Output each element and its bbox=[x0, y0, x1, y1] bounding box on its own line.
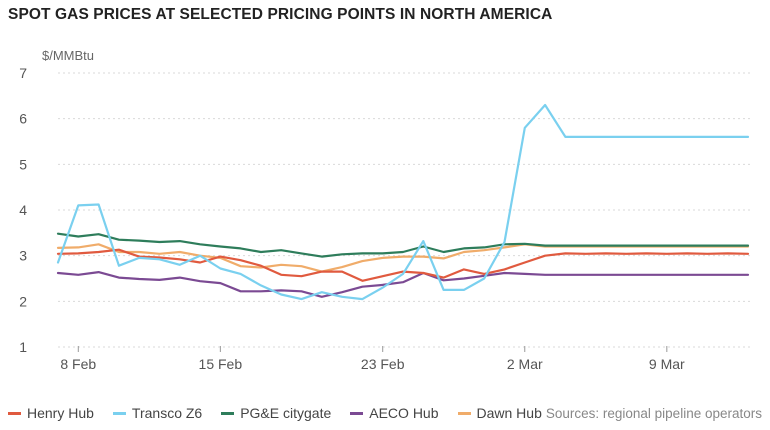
x-tick-label: 2 Mar bbox=[507, 356, 543, 372]
legend-swatch bbox=[350, 411, 364, 415]
legend-item-pg-e-citygate: PG&E citygate bbox=[221, 405, 331, 421]
line-chart: 1 2 3 4 5 6 7 8 Feb 15 Feb 23 Feb 2 Mar 9 Mar bbox=[19, 65, 750, 372]
legend-label: AECO Hub bbox=[369, 405, 439, 421]
legend-item-transco-z6: Transco Z6 bbox=[112, 405, 203, 421]
chart-title: SPOT GAS PRICES AT SELECTED PRICING POIN… bbox=[8, 6, 553, 23]
x-tick-label: 8 Feb bbox=[60, 356, 96, 372]
legend-swatch bbox=[112, 411, 126, 415]
legend-label: PG&E citygate bbox=[240, 405, 332, 421]
y-tick-label: 7 bbox=[19, 65, 27, 81]
legend-item-henry-hub: Henry Hub bbox=[8, 405, 94, 421]
series-line-henry-hub bbox=[56, 248, 750, 282]
series-line-transco-z6 bbox=[56, 103, 750, 301]
y-axis-ticks: 1 2 3 4 5 6 7 bbox=[19, 65, 27, 355]
y-tick-label: 2 bbox=[19, 293, 27, 309]
series-lines bbox=[56, 103, 750, 301]
x-tick-label: 23 Feb bbox=[361, 356, 405, 372]
y-axis-unit-label: $/MMBtu bbox=[42, 48, 95, 63]
legend-swatch bbox=[457, 411, 471, 415]
legend-label: Dawn Hub bbox=[476, 405, 542, 421]
legend-item-dawn-hub: Dawn Hub bbox=[457, 405, 542, 421]
legend: Henry Hub Transco Z6 PG&E citygate AECO Hub… bbox=[8, 405, 561, 421]
x-tick-label: 15 Feb bbox=[199, 356, 243, 372]
legend-swatch bbox=[8, 411, 21, 415]
x-tick-label: 9 Mar bbox=[649, 356, 685, 372]
y-tick-label: 3 bbox=[19, 248, 27, 264]
y-tick-label: 5 bbox=[19, 156, 27, 172]
y-tick-label: 6 bbox=[19, 111, 27, 127]
legend-swatch bbox=[221, 411, 235, 415]
legend-label: Henry Hub bbox=[27, 405, 94, 421]
series-line-pg-e-citygate bbox=[56, 232, 750, 258]
series-line-aeco-hub bbox=[56, 271, 750, 298]
grid-lines bbox=[58, 72, 750, 348]
legend-item-aeco-hub: AECO Hub bbox=[350, 405, 439, 421]
source-note: Sources: regional pipeline operators bbox=[545, 406, 762, 421]
y-tick-label: 1 bbox=[19, 339, 27, 355]
legend-label: Transco Z6 bbox=[131, 405, 203, 421]
x-axis-ticks: 8 Feb 15 Feb 23 Feb 2 Mar 9 Mar bbox=[60, 346, 685, 372]
y-tick-label: 4 bbox=[19, 202, 27, 218]
